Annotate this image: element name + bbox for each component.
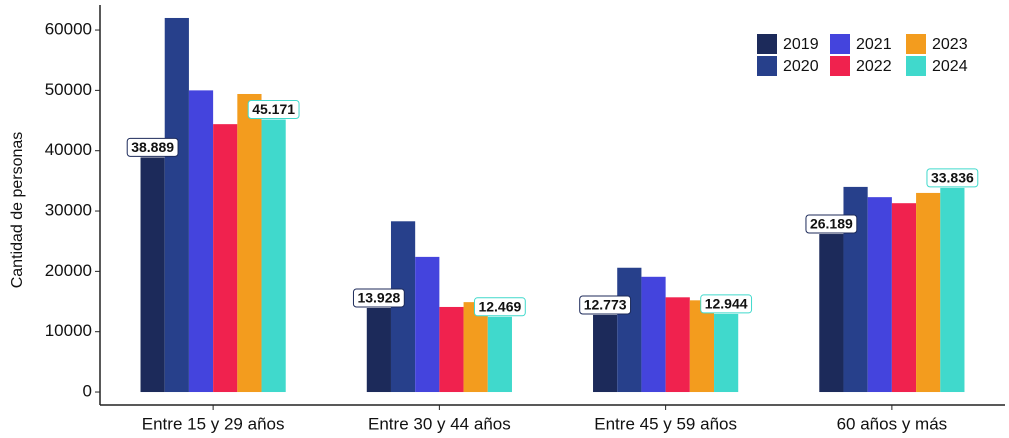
data-label: 45.171	[252, 101, 295, 117]
data-label-box	[926, 168, 979, 188]
legend-swatch	[906, 56, 926, 76]
data-label-box	[352, 288, 405, 308]
bar	[140, 157, 165, 393]
data-label: 12.773	[584, 297, 627, 313]
y-tick-label: 20000	[45, 261, 92, 280]
legend-label: 2022	[856, 58, 892, 75]
y-tick-label: 40000	[45, 140, 92, 159]
data-label-box	[126, 137, 179, 157]
x-tick-label: Entre 30 y 44 años	[368, 414, 511, 433]
legend-swatch	[830, 56, 850, 76]
legend-swatch	[830, 34, 850, 54]
data-label: 33.836	[931, 170, 974, 186]
y-tick-label: 10000	[45, 321, 92, 340]
bar	[867, 197, 892, 393]
data-label-box	[247, 100, 300, 120]
bar	[366, 307, 391, 393]
bar	[164, 17, 189, 393]
bar	[415, 256, 440, 393]
y-tick-label: 50000	[45, 80, 92, 99]
bar	[714, 313, 739, 393]
bar	[891, 203, 917, 393]
data-label: 13.928	[357, 290, 400, 306]
bar	[213, 124, 238, 393]
bar	[641, 276, 666, 393]
x-tick-label: 60 años y más	[837, 414, 948, 433]
bar	[665, 297, 690, 393]
data-label: 12.469	[478, 299, 521, 315]
x-tick-label: Entre 45 y 59 años	[594, 414, 737, 433]
legend-swatch	[757, 34, 777, 54]
legend-label: 2023	[932, 36, 968, 53]
legend-label: 2019	[783, 36, 819, 53]
legend-swatch	[757, 56, 777, 76]
data-label-box	[805, 214, 858, 234]
data-label-box	[700, 294, 753, 314]
bar	[487, 316, 512, 393]
bar	[819, 234, 844, 393]
data-label-box	[579, 295, 632, 315]
bar	[593, 314, 618, 393]
legend-swatch	[906, 34, 926, 54]
bar	[439, 306, 464, 393]
y-tick-label: 60000	[45, 20, 92, 39]
data-label: 38.889	[131, 139, 174, 155]
bar	[463, 302, 488, 393]
bar	[689, 300, 715, 393]
legend-label: 2024	[932, 58, 968, 75]
bar	[916, 192, 941, 393]
legend-label: 2021	[856, 36, 892, 53]
data-label: 12.944	[705, 296, 748, 312]
y-tick-label: 0	[83, 382, 92, 401]
bar	[617, 267, 642, 393]
bar	[940, 187, 965, 393]
legend-label: 2020	[783, 58, 819, 75]
data-label-box	[473, 297, 526, 317]
bar	[237, 93, 262, 393]
data-label: 26.189	[810, 216, 853, 232]
bar	[261, 119, 286, 393]
y-tick-label: 30000	[45, 201, 92, 220]
bar	[188, 90, 214, 393]
y-axis-label: Cantidad de personas	[9, 132, 26, 289]
x-tick-label: Entre 15 y 29 años	[142, 414, 285, 433]
